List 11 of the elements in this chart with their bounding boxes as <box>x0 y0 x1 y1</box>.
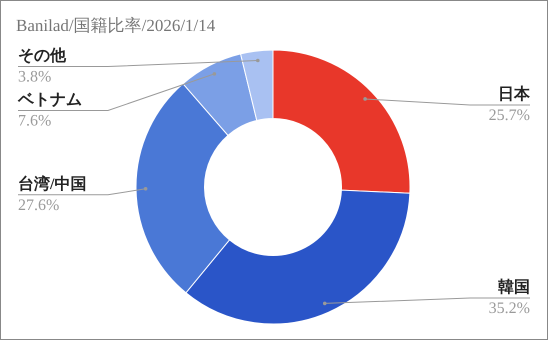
slice-label: 台湾/中国 <box>18 174 86 193</box>
data-label: 35.2% <box>488 300 530 317</box>
data-label: 7.6% <box>18 112 52 130</box>
slice-label: 韓国 <box>498 278 530 296</box>
chart-title: Banilad/国籍比率/2026/1/14 <box>16 16 216 35</box>
data-label: 3.8% <box>18 68 52 86</box>
data-label: 25.7% <box>488 106 530 124</box>
slice-label: 日本 <box>498 84 531 103</box>
slice-label: ベトナム <box>17 92 82 108</box>
data-label: 27.6% <box>18 196 60 214</box>
slice-label: その他 <box>18 46 67 64</box>
